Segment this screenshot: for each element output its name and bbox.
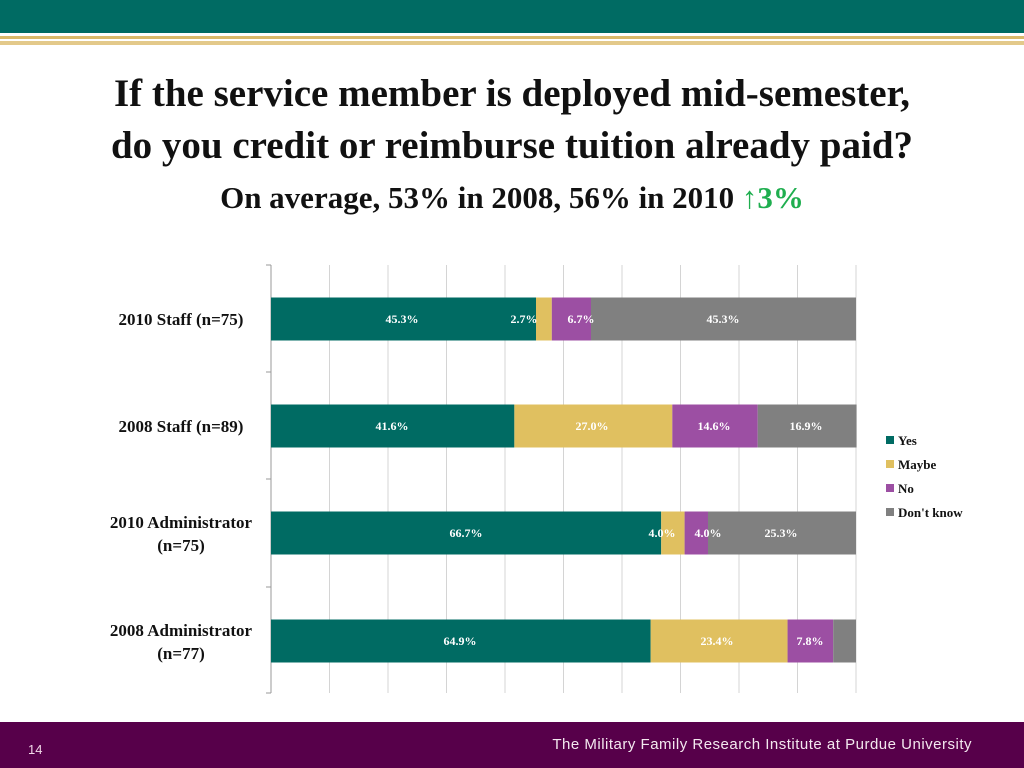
category-label: (n=77): [157, 644, 204, 663]
bar-segment-maybe: [536, 297, 552, 341]
bar-segment-yes: [271, 404, 515, 448]
bar-segment-don-t-know: [590, 297, 856, 341]
legend-swatch: [886, 508, 894, 516]
category-label: (n=75): [157, 536, 204, 555]
bar-segment-maybe: [514, 404, 673, 448]
bar-segment-yes: [271, 511, 662, 555]
bar-data-label: 45.3%: [386, 312, 419, 326]
header-bar: [0, 0, 1024, 33]
bar-segment-don-t-know: [833, 619, 856, 663]
subtitle-text: On average, 53% in 2008, 56% in 2010: [220, 180, 735, 215]
title-line-1: If the service member is deployed mid-se…: [113, 72, 911, 115]
bar-segment-yes: [271, 297, 537, 341]
slide-title: If the service member is deployed mid-se…: [0, 68, 1024, 172]
bar-data-label: 64.9%: [444, 634, 477, 648]
subtitle-delta: 3%: [757, 180, 804, 215]
bar-data-label: 66.7%: [450, 526, 483, 540]
footer-bar: [0, 722, 1024, 768]
header-gold-line-2: [0, 41, 1024, 45]
page-number: 14: [28, 742, 43, 757]
legend-label: Maybe: [898, 457, 937, 472]
bar-data-label: 16.9%: [790, 419, 823, 433]
bar-data-label: 2.7%: [511, 312, 538, 326]
bar-data-label: 27.0%: [576, 419, 609, 433]
category-label: 2008 Administrator: [110, 621, 253, 640]
bar-segment-maybe: [650, 619, 788, 663]
bar-data-label: 4.0%: [695, 526, 722, 540]
legend-label: Don't know: [898, 505, 963, 520]
bar-segment-don-t-know: [707, 511, 856, 555]
slide-subtitle: On average, 53% in 2008, 56% in 2010 ↑3%: [0, 180, 1024, 216]
bar-segment-no: [672, 404, 758, 448]
category-label: 2008 Staff (n=89): [119, 417, 244, 436]
legend-label: Yes: [898, 433, 917, 448]
bar-data-label: 7.8%: [797, 634, 824, 648]
stacked-bar-chart: 45.3% 41.6% 66.7% 64.9% 2.7% 27.0% 4.0% 23.4% 6.…: [110, 264, 963, 694]
bar-data-label: 14.6%: [698, 419, 731, 433]
bar-data-label: /: [839, 660, 844, 674]
bar-data-label: 4.0%: [649, 526, 676, 540]
category-label: 2010 Administrator: [110, 513, 253, 532]
bar-data-label: 45.3%: [707, 312, 740, 326]
footer-institute-name: The Military Family Research Institute a…: [552, 736, 972, 753]
bar-data-label: 25.3%: [765, 526, 798, 540]
category-label: 2010 Staff (n=75): [119, 310, 244, 329]
bar-segment-maybe: [661, 511, 685, 555]
bar-segment-no: [551, 297, 591, 341]
bar-segment-yes: [271, 619, 651, 663]
bar-data-label: 41.6%: [376, 419, 409, 433]
bar-data-label: 6.7%: [568, 312, 595, 326]
bar-segment-don-t-know: [757, 404, 857, 448]
up-arrow-icon: ↑: [741, 180, 758, 215]
legend-swatch: [886, 436, 894, 444]
legend-swatch: [886, 484, 894, 492]
title-line-2: do you credit or reimburse tuition alrea…: [110, 124, 914, 167]
legend-swatch: [886, 460, 894, 468]
legend-label: No: [898, 481, 914, 496]
bar-segment-no: [684, 511, 708, 555]
bar-segment-no: [787, 619, 834, 663]
header-gold-line: [0, 36, 1024, 39]
bar-data-label: 23.4%: [701, 634, 734, 648]
